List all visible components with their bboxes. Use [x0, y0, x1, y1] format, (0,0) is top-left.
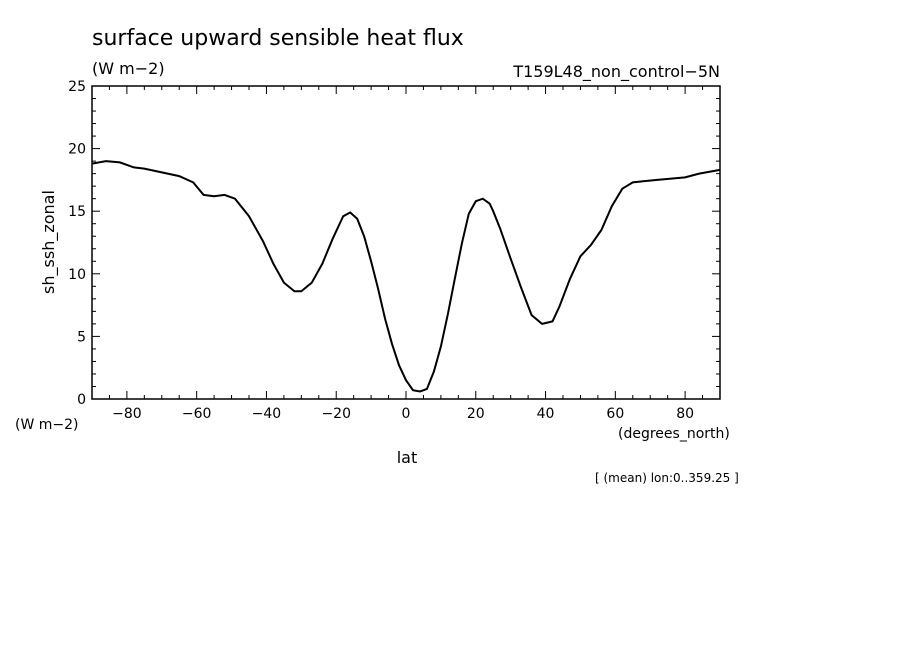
y-tick-label: 5: [77, 329, 86, 345]
x-tick-label: 0: [402, 406, 411, 422]
series-line: [91, 160, 721, 393]
y-axis-label: sh_ssh_zonal: [39, 190, 59, 294]
y-tick-label: 25: [68, 79, 86, 95]
x-axis-units: (degrees_north): [618, 426, 730, 442]
x-tick-label: 20: [467, 406, 485, 422]
x-tick-label: −40: [252, 406, 282, 422]
chart-title: surface upward sensible heat flux: [92, 26, 464, 51]
y-tick-label: 10: [68, 267, 86, 283]
y-tick-label: 0: [77, 392, 86, 408]
y-tick-label: 15: [68, 204, 86, 220]
y-axis-units: (W m−2): [15, 417, 79, 433]
averaging-note: [ (mean) lon:0..359.25 ]: [595, 471, 739, 485]
y-tick-label: 20: [68, 142, 86, 158]
chart-units: (W m−2): [92, 59, 165, 78]
y-axis-ticks: [92, 85, 720, 400]
x-tick-label: −80: [112, 406, 142, 422]
run-label: T159L48_non_control−5N: [512, 62, 720, 82]
x-tick-label: −60: [182, 406, 212, 422]
y-axis-tick-labels: 0 5 10 15 20 25: [68, 79, 86, 408]
x-tick-label: 40: [537, 406, 555, 422]
plot-frame: [91, 85, 721, 400]
x-axis-label: lat: [397, 448, 418, 467]
x-tick-label: 80: [676, 406, 694, 422]
x-tick-label: −20: [321, 406, 351, 422]
x-axis-tick-labels: −80 −60 −40 −20 0 20 40 60 80: [112, 406, 694, 422]
x-axis-ticks: [91, 86, 721, 399]
x-tick-label: 60: [606, 406, 624, 422]
